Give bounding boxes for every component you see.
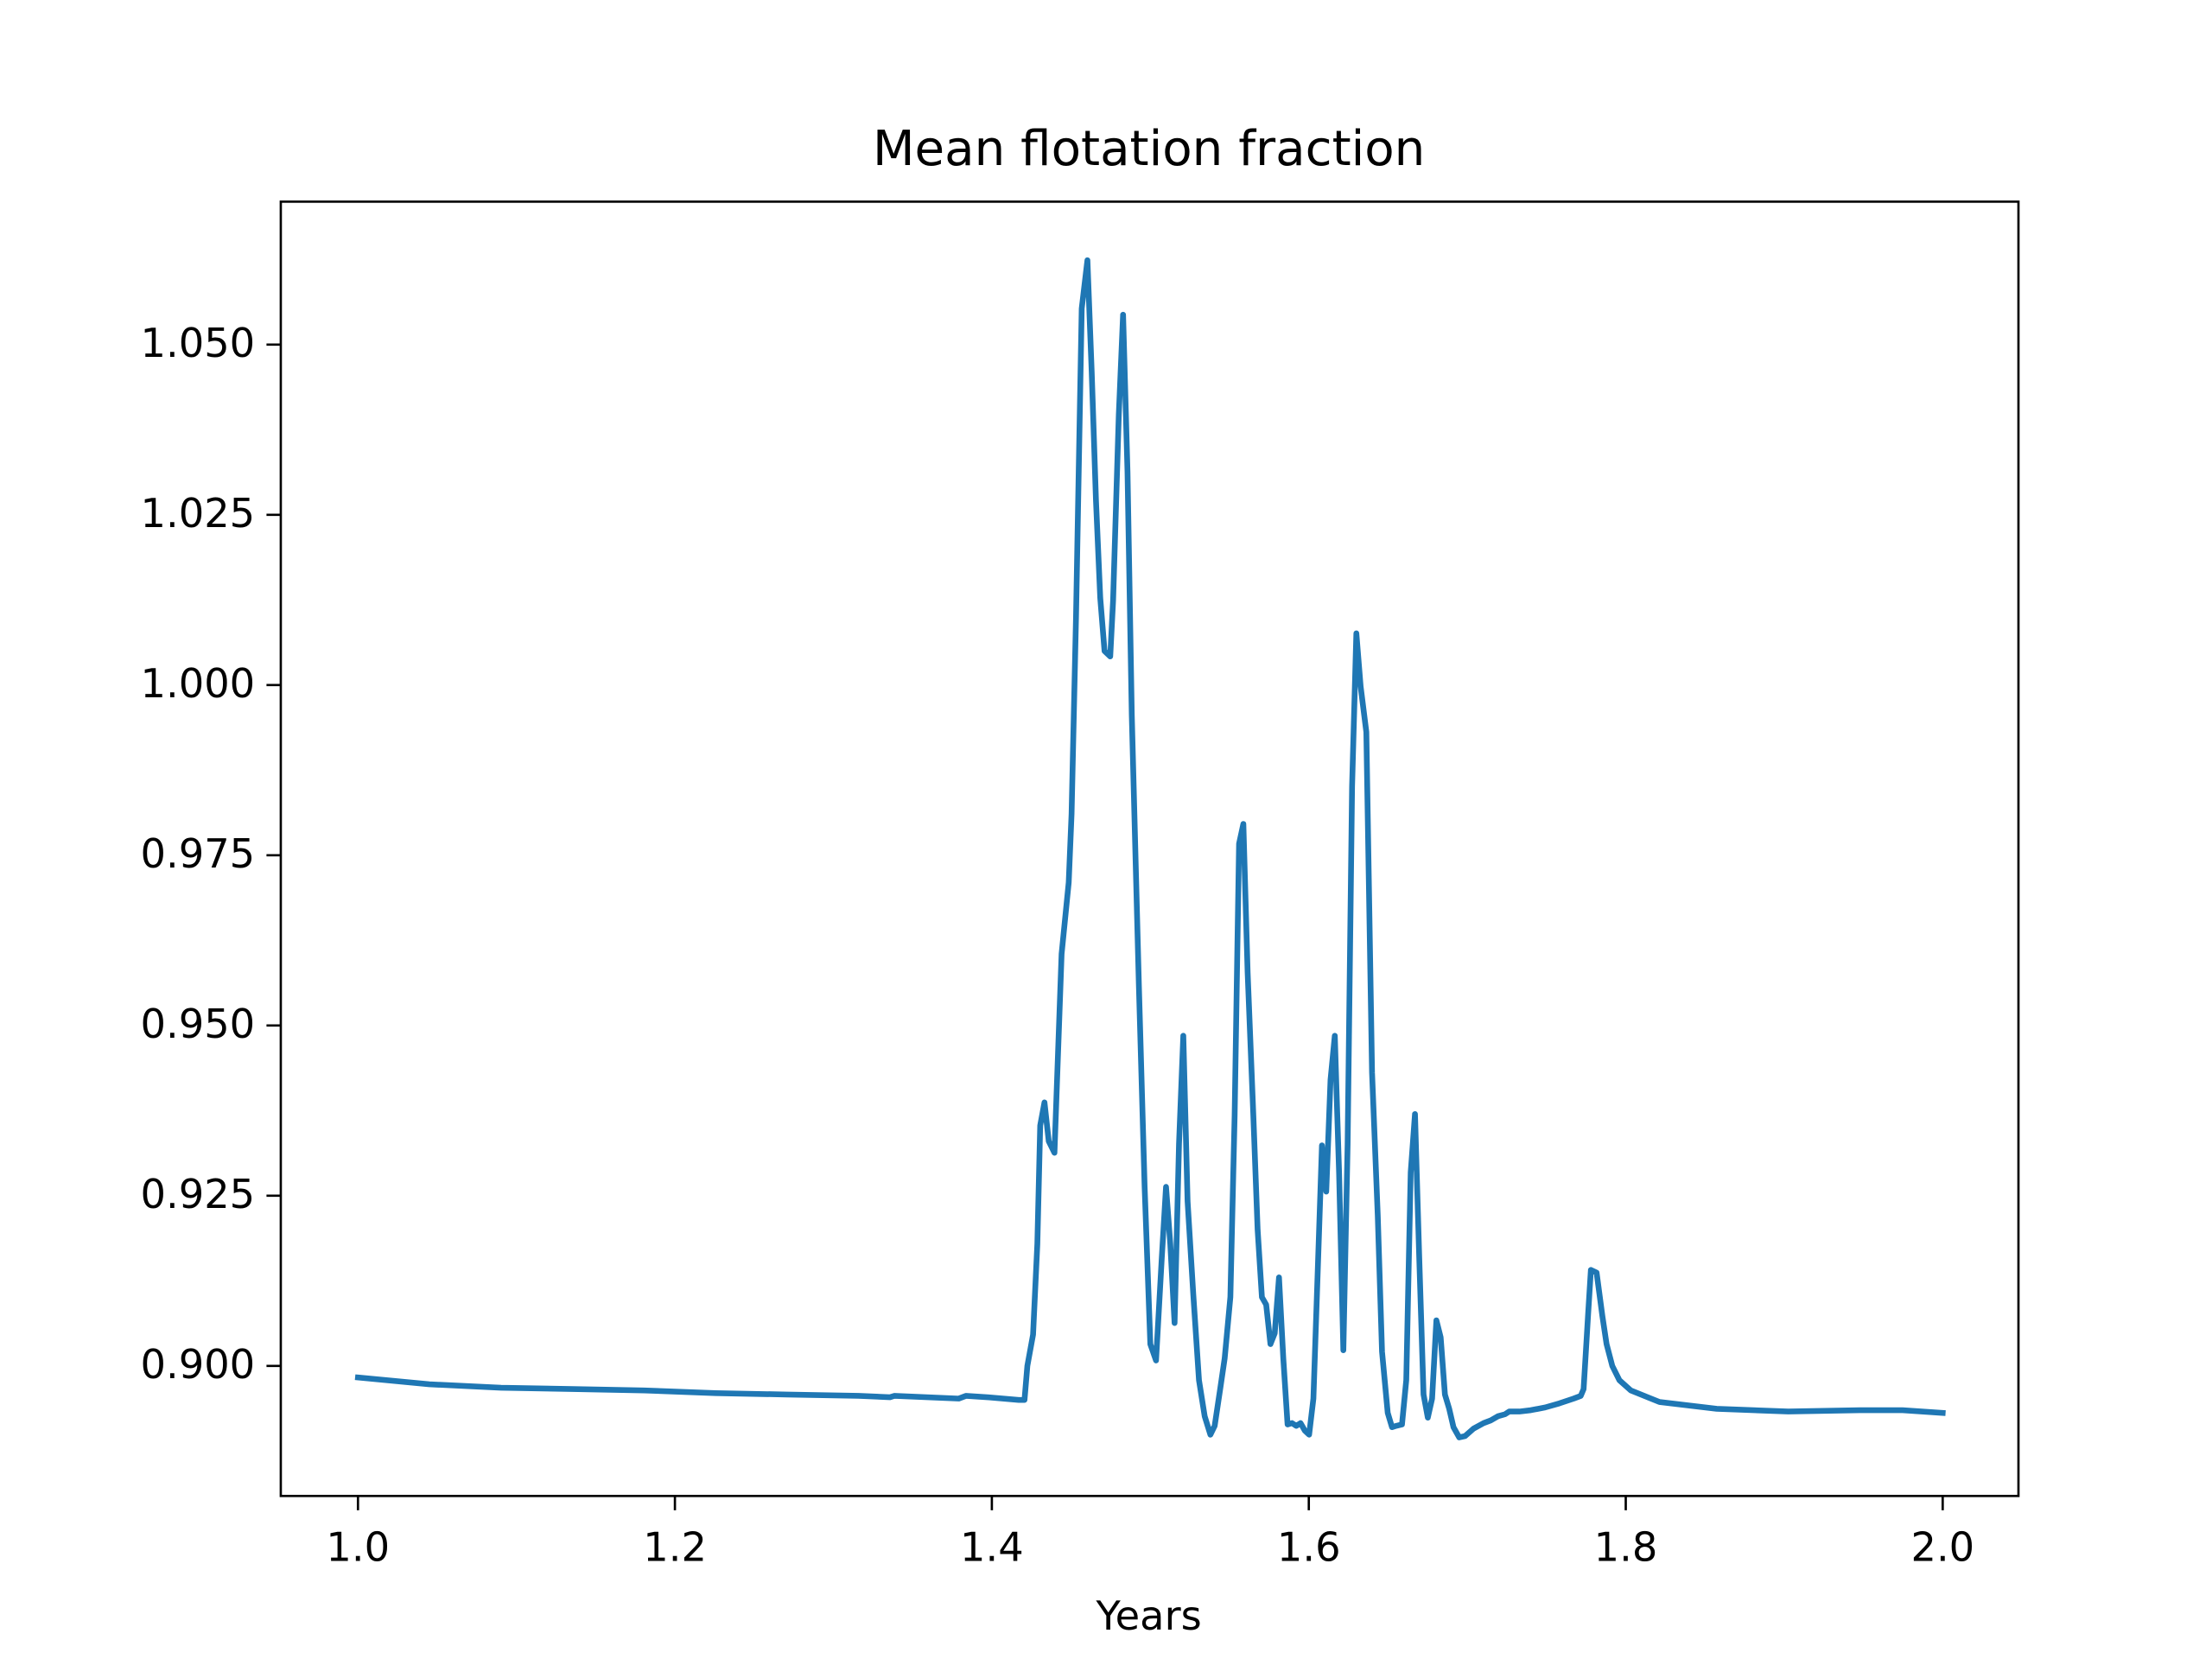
x-axis-label: Years — [1096, 1592, 1202, 1639]
chart-title: Mean flotation fraction — [873, 121, 1425, 177]
y-tick-label: 1.050 — [141, 320, 256, 366]
x-tick-label: 1.0 — [326, 1524, 390, 1571]
y-tick-label: 0.900 — [141, 1341, 256, 1388]
x-tick-label: 1.4 — [960, 1524, 1024, 1571]
y-tick-label: 0.925 — [141, 1171, 256, 1217]
y-tick-label: 1.025 — [141, 490, 256, 537]
x-tick-label: 1.2 — [643, 1524, 707, 1571]
y-tick-label: 1.000 — [141, 660, 256, 707]
y-tick-label: 0.975 — [141, 830, 256, 877]
y-tick-label: 0.950 — [141, 1001, 256, 1047]
plot-frame — [279, 200, 2020, 1497]
data-line — [354, 257, 1946, 1440]
x-tick-label: 1.6 — [1277, 1524, 1341, 1571]
x-tick-label: 2.0 — [1910, 1524, 1974, 1571]
x-tick-label: 1.8 — [1594, 1524, 1658, 1571]
